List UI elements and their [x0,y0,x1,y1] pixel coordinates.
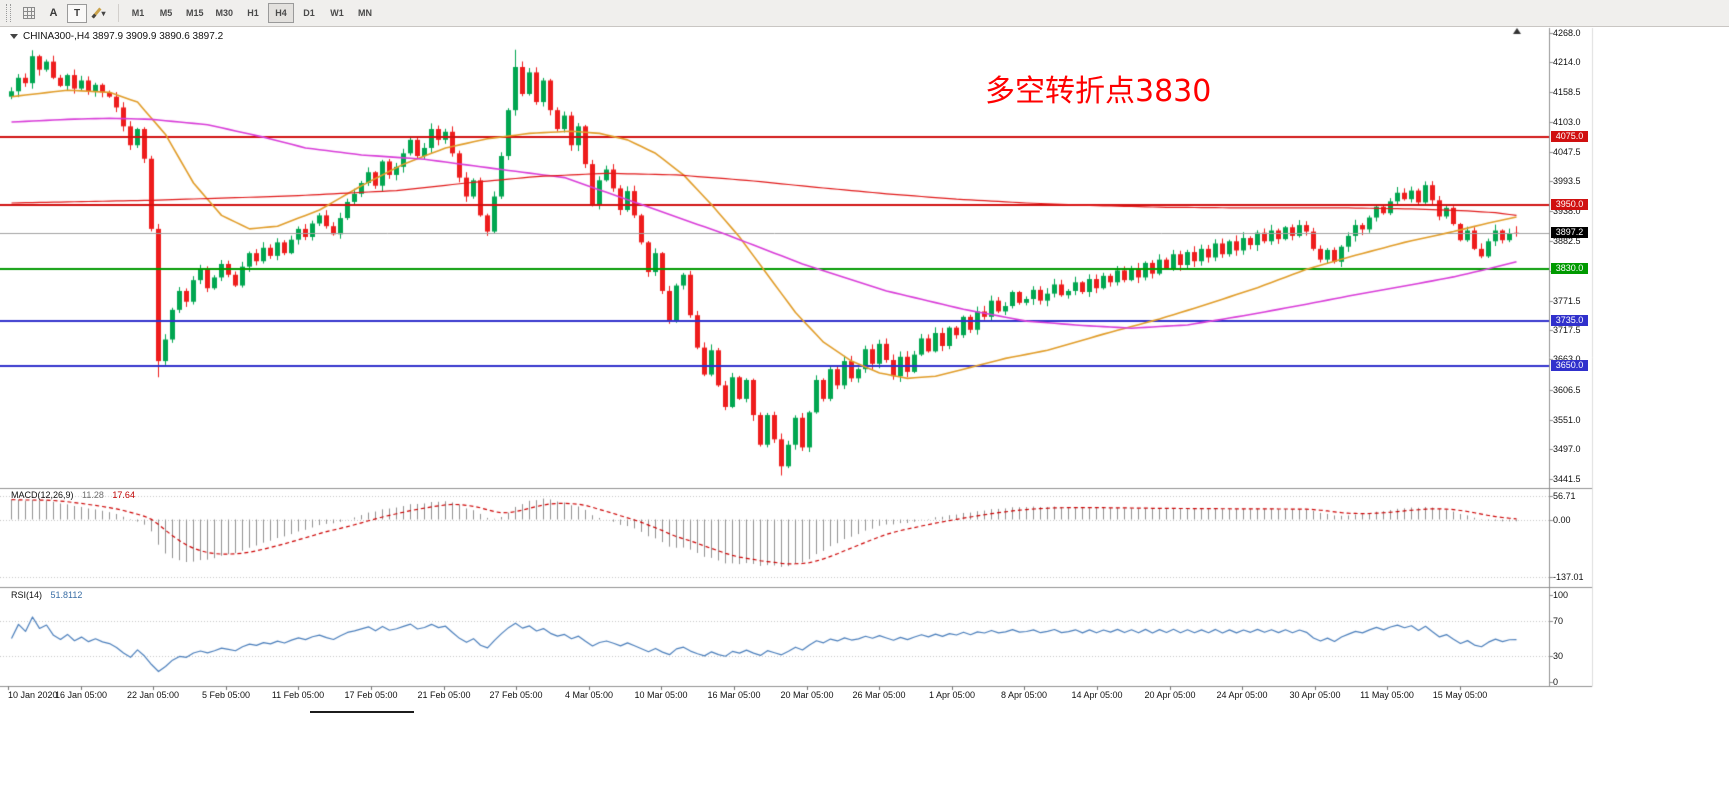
rsi-value: 51.8112 [50,590,83,600]
chevron-down-icon: ▾ [101,8,106,18]
macd-main-value: 11.28 [82,490,104,500]
toolbar-drag-handle[interactable] [6,4,11,22]
timeframe-buttons: M1 M5 M15 M30 H1 H4 D1 W1 MN [124,3,379,23]
macd-name: MACD(12,26,9) [11,490,74,500]
timeframe-m1-button[interactable]: M1 [125,3,151,23]
chart-grid-button[interactable] [17,3,40,24]
macd-signal-value: 17.64 [112,490,135,500]
timeframe-m5-button[interactable]: M5 [153,3,179,23]
collapse-triangle-icon [10,34,18,39]
symbol-ohlc-text: CHINA300-,H4 3897.9 3909.9 3890.6 3897.2 [23,31,224,42]
draw-style-button[interactable]: ▾ [89,3,112,24]
timeframe-m30-button[interactable]: M30 [211,3,239,23]
timeframe-mn-button[interactable]: MN [352,3,378,23]
grid-icon [22,7,35,19]
insert-text-button[interactable]: A [42,3,65,24]
timeframe-h4-button[interactable]: H4 [268,3,295,23]
chart-toolbar: A T ▾ M1 M5 M15 M30 H1 H4 D1 W1 MN [0,0,1729,27]
rsi-indicator-label: RSI(14) 51.8112 [11,590,82,600]
chart-title: CHINA300-,H4 3897.9 3909.9 3890.6 3897.2 [10,31,223,42]
rsi-name: RSI(14) [11,590,43,600]
window-edge-artifact [310,711,414,713]
timeframe-w1-button[interactable]: W1 [324,3,350,23]
macd-indicator-label: MACD(12,26,9) 11.28 17.64 [11,490,135,500]
toolbar-separator [118,4,119,22]
timeframe-m15-button[interactable]: M15 [181,3,209,23]
text-label-button[interactable]: T [67,3,87,23]
timeframe-h1-button[interactable]: H1 [240,3,266,23]
timeframe-d1-button[interactable]: D1 [296,3,322,23]
chart-annotation-text: 多空转折点3830 [985,74,1212,109]
